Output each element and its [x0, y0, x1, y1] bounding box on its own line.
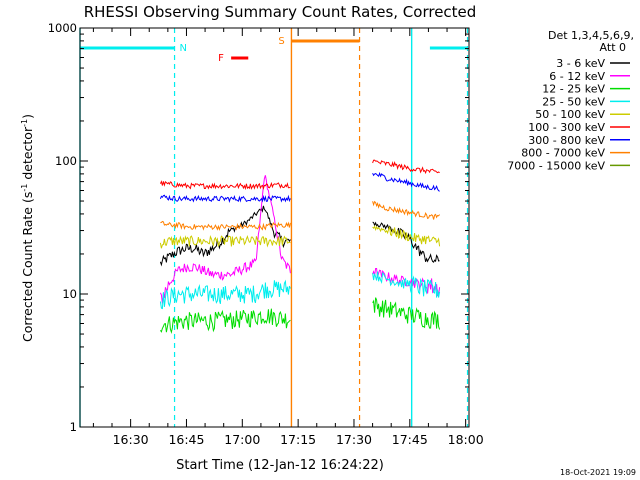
night-flag-label: N: [180, 43, 187, 54]
y-label-part3: ): [20, 114, 35, 119]
series-12-25-kev-seg2: [372, 297, 441, 330]
legend-label-300-800-kev: 300 - 800 keV: [528, 134, 605, 147]
series-300-800-kev-seg1: [159, 194, 291, 203]
legend-detectors: Det 1,3,4,5,6,9,: [548, 29, 634, 42]
y-axis-label: Corrected Count Rate (s-1 detector-1): [20, 114, 35, 342]
plot-frame: [79, 27, 470, 428]
flag-layer: N S F: [80, 36, 468, 64]
legend-label-800-7000-kev: 800 - 7000 keV: [521, 147, 605, 160]
series-3-6-kev-seg1: [159, 205, 291, 267]
legend-label-100-300-kev: 100 - 300 keV: [528, 121, 605, 134]
series-800-7000-kev-seg2: [372, 200, 440, 220]
flare-flag-label: F: [218, 53, 224, 64]
legend-label-12-25-kev: 12 - 25 keV: [542, 83, 605, 96]
y-label-sup1: -1: [20, 184, 29, 192]
y-tick-label-100: 100: [55, 154, 77, 168]
series-100-300-kev-seg1: [159, 180, 291, 191]
legend-label-6-12-kev: 6 - 12 keV: [549, 70, 605, 83]
x-tick-label-1645: 16:45: [168, 432, 204, 447]
plot-background-layer: [79, 28, 469, 427]
timestamp: 18-Oct-2021 19:09: [560, 468, 636, 477]
x-tick-label-1700: 17:00: [224, 432, 260, 447]
series-800-7000-kev-seg1: [160, 220, 291, 231]
series-25-50-kev-seg1: [159, 279, 291, 310]
legend-label-7000-15000-kev: 7000 - 15000 keV: [507, 159, 605, 172]
series-100-300-kev-seg2: [372, 159, 440, 175]
legend-attenuator: Att 0: [600, 41, 626, 54]
y-label-part1: Corrected Count Rate (s: [20, 192, 35, 342]
legend-label-25-50-kev: 25 - 50 keV: [542, 95, 605, 108]
x-tick-label-1715: 17:15: [280, 432, 316, 447]
legend-label-50-100-kev: 50 - 100 keV: [535, 108, 605, 121]
series-300-800-kev-seg2: [372, 171, 440, 192]
series-6-12-kev-seg1: [159, 175, 291, 304]
x-axis-label: Start Time (12-Jan-12 16:24:22): [176, 458, 384, 473]
x-tick-label-1630: 16:30: [113, 432, 149, 447]
y-tick-label-1: 1: [70, 420, 77, 434]
chart-title: RHESSI Observing Summary Count Rates, Co…: [84, 3, 477, 21]
series-25-50-kev-seg2: [372, 271, 441, 298]
series-12-25-kev-seg1: [159, 308, 291, 335]
x-tick-label-1730: 17:30: [336, 432, 372, 447]
data-layer: [159, 159, 441, 335]
series-3-6-kev-seg2: [372, 221, 440, 263]
y-label-part2: detector: [20, 126, 35, 184]
axes-layer: 1 10 100 1000 16:30 16:45 17:00 17:15 17:30 17:45…: [48, 21, 484, 447]
x-tick-label-1800: 18:00: [448, 432, 484, 447]
y-tick-label-1000: 1000: [48, 21, 77, 35]
y-label-sup2: -1: [20, 119, 29, 127]
series-50-100-kev-seg2: [372, 225, 441, 247]
legend-label-3-6-kev: 3 - 6 keV: [556, 57, 605, 70]
x-tick-label-1745: 17:45: [392, 432, 428, 447]
y-tick-label-10: 10: [62, 287, 77, 301]
series-50-100-kev-seg1: [159, 234, 291, 249]
saa-flag-label: S: [278, 36, 284, 47]
